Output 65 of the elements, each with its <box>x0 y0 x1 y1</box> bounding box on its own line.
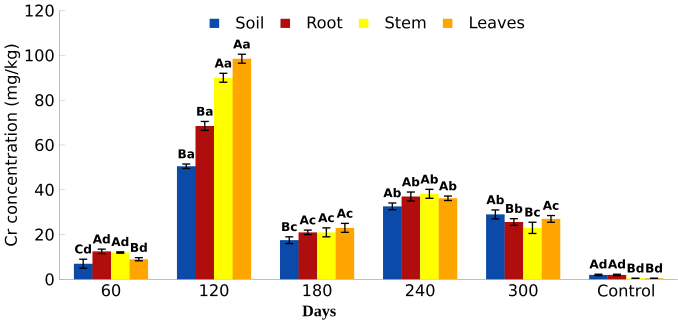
bar <box>336 228 354 280</box>
x-tick-label: 120 <box>200 284 228 296</box>
bar <box>608 274 626 280</box>
data-label: Bd <box>628 263 644 273</box>
bar <box>110 252 130 280</box>
y-tick-label: 20 <box>35 228 54 241</box>
bar <box>383 206 402 280</box>
bar <box>486 214 505 280</box>
x-tick-label: 60 <box>102 284 120 296</box>
data-label: Ba <box>197 106 212 116</box>
bar <box>232 58 252 280</box>
y-axis-title: Cr concentration (mg/kg) <box>4 44 20 246</box>
data-label: Bb <box>506 204 522 213</box>
legend-label: Soil <box>236 16 263 29</box>
legend-label: Leaves <box>470 16 524 28</box>
data-label: Bd <box>646 263 662 273</box>
data-label: Cd <box>75 244 91 254</box>
y-tick-label: 40 <box>34 184 54 196</box>
data-label: Ac <box>300 215 316 224</box>
bar <box>176 166 196 280</box>
data-label: Ab <box>420 174 438 184</box>
data-label: Bc <box>525 208 540 217</box>
y-tick-label: 0 <box>46 273 54 286</box>
bar <box>195 126 214 280</box>
x-tick-label: 300 <box>509 284 538 296</box>
bar <box>589 274 608 280</box>
data-label: Ac <box>318 213 334 222</box>
bar <box>92 251 111 280</box>
x-tick-label: 240 <box>406 284 434 296</box>
bar <box>402 196 420 280</box>
data-label: Ad <box>92 234 110 244</box>
x-tick-label: 180 <box>303 284 332 296</box>
legend-label: Root <box>308 16 342 28</box>
data-label: Ad <box>589 259 606 269</box>
bar <box>542 218 560 280</box>
data-label: Aa <box>214 58 232 68</box>
bar <box>214 78 233 280</box>
bar <box>280 240 299 280</box>
data-label: Ad <box>111 236 128 246</box>
bar <box>298 232 318 280</box>
bar <box>504 222 524 280</box>
y-tick-label: 60 <box>35 138 54 151</box>
legend-label: Stem <box>386 16 426 28</box>
y-tick-label: 120 <box>26 4 54 17</box>
data-label: Ba <box>178 149 194 158</box>
y-tick-label: 100 <box>26 49 54 62</box>
data-label: Ab <box>402 176 420 186</box>
y-tick-label: 80 <box>35 94 54 106</box>
bar <box>438 198 458 280</box>
bar <box>74 264 92 280</box>
bar <box>130 259 148 280</box>
data-label: Ab <box>486 194 504 204</box>
x-tick-label: Control <box>598 284 654 297</box>
bar <box>420 194 439 280</box>
data-label: Aa <box>233 40 250 49</box>
bar <box>523 228 542 280</box>
bar <box>317 232 336 280</box>
data-label: Ac <box>336 208 352 218</box>
data-label: Bc <box>282 222 297 232</box>
data-label: Bd <box>130 242 147 252</box>
data-label: Ad <box>608 259 625 269</box>
data-label: Ab <box>439 180 456 190</box>
data-label: Ac <box>542 200 558 210</box>
data-label: Ab <box>383 188 401 198</box>
x-axis-title: Days <box>302 306 336 320</box>
